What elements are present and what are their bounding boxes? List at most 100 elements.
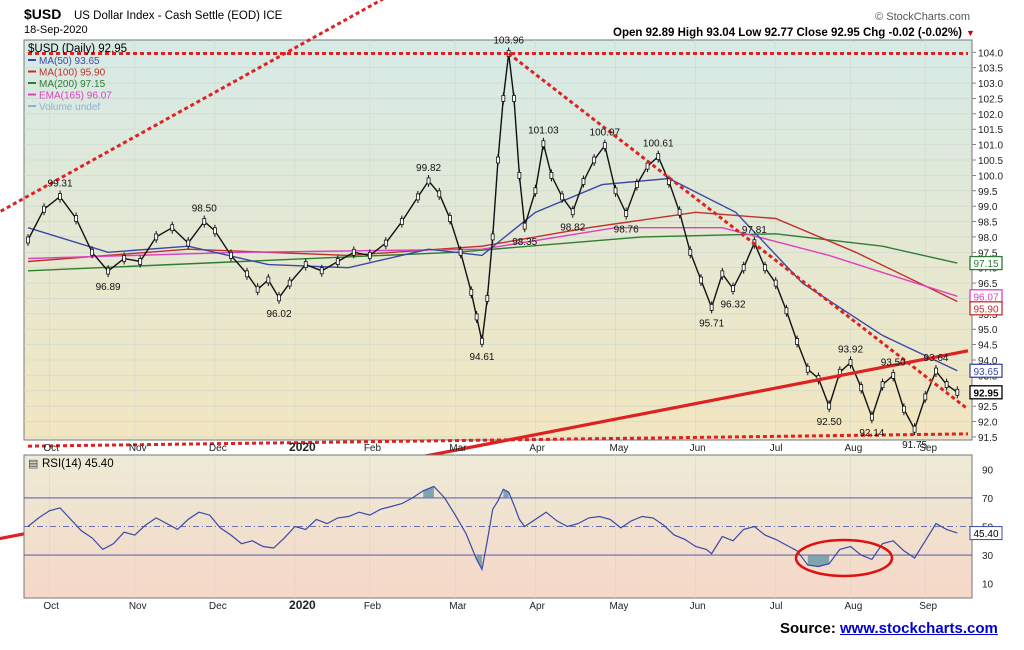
x-tick-label: Jun [690,443,706,454]
price-candle-body [923,393,928,401]
x-tick-label: Dec [209,601,227,612]
moving-averages [27,177,958,372]
price-label: 98.82 [560,223,585,234]
x-tick-label: Nov [129,601,147,612]
price-candle-body [709,303,714,311]
x-tick-label: May [610,601,629,612]
price-candle-body [437,190,442,198]
price-tick-label: 98.5 [978,218,998,229]
price-candle-body [426,177,431,185]
price-candle-body [795,338,799,345]
value-tag-text: 92.95 [973,388,998,399]
price-label: 98.35 [512,237,537,248]
legend-item-label: MA(100) 95.90 [39,68,106,79]
price-tick-label: 100.5 [978,156,1003,167]
price-tick-label: 103.0 [978,79,1003,90]
price-candle-body [955,388,960,396]
price-label: 94.61 [469,352,494,363]
price-candle-body [399,218,404,225]
price-candle-body [731,285,735,293]
value-tag-box [969,385,1003,400]
price-candle-body [138,258,143,265]
price-label: 99.31 [48,179,73,190]
price-candle-body [154,233,159,241]
price-candle-body [699,276,703,284]
rsi-panel [23,454,973,599]
price-candle-body [677,208,682,216]
x-tick-label: Oct [43,443,59,454]
value-tag-box [969,301,1003,316]
price-tick-label: 97.5 [978,248,998,259]
price-candle-body [720,270,725,278]
price-labels: 99.31 96.89 98.50 96.02 99.82 94.61 103.96 98.3… [48,36,949,452]
source-link[interactable]: www.stockcharts.com [840,620,998,637]
price-candle-body [541,140,546,148]
price-candle-body [773,279,778,287]
price-tick-label: 95.0 [978,325,998,336]
price-tick-label: 91.5 [978,433,998,444]
price-candle-body [351,248,356,256]
value-tag-text: 93.65 [973,367,998,378]
price-candle-body [469,288,474,296]
price-candle-body [934,367,938,375]
price-candle-body [592,156,597,164]
price-tick-label: 99.5 [978,187,998,198]
price-candle-body [202,218,207,225]
header-symbol: $USD [24,6,61,22]
price-candle-body [859,384,864,392]
header-date: 18-Sep-2020 [24,24,88,36]
price-tick-label: 98.0 [978,233,998,244]
price-candle-body [213,227,217,235]
price-label: 92.14 [859,428,884,439]
value-tag-box [969,363,1003,378]
x-tick-label: Sep [919,443,937,454]
rsi-icon: ▤ [28,458,38,470]
rsi-tick-label: 10 [982,580,994,591]
price-candle-body [912,425,917,433]
price-candle-body [266,276,271,284]
x-tick-label: May [610,443,629,454]
price-label: 100.61 [643,139,674,150]
price-panel [23,39,973,441]
rsi-x-axis: Oct Nov Dec 2020 Feb Mar Apr May Jun Jul Aug Sep [43,598,937,612]
price-candle-body [880,381,885,389]
price-candle-body [485,295,490,302]
price-candle-body [106,267,111,275]
price-tick-label: 96.5 [978,279,998,290]
rsi-overbought-fill [423,486,434,498]
value-tag-box [969,255,1003,271]
price-candle-body [656,153,661,161]
source-credit: Source: www.stockcharts.com [780,620,998,637]
price-candle-body [42,205,46,213]
x-tick-label: Dec [209,443,227,454]
price-tick-label: 92.0 [978,418,998,429]
price-candle-body [303,261,308,269]
legend-item-label: MA(50) 93.65 [39,56,100,67]
price-label: 95.71 [699,318,724,329]
price-label: 99.82 [416,163,441,174]
price-candle-body [944,381,949,389]
rsi-value-tag-box [969,526,1003,541]
price-candle-body [255,285,260,293]
header-description: US Dollar Index - Cash Settle (EOD) ICE [74,10,283,22]
price-candle-body [501,95,506,102]
price-label: 93.64 [923,353,948,364]
price-candle-body [448,215,452,222]
x-tick-label: Oct [43,601,59,612]
price-candle-body [581,178,586,185]
price-candle-body [517,171,522,179]
price-candle-body [741,264,746,272]
trendline-bottom-dotted-support [27,432,969,448]
price-label: 96.32 [720,300,745,311]
x-tick-label: Sep [919,601,937,612]
rsi-oversold-fill [807,555,830,567]
price-candle-body [287,279,292,287]
price-candle-body [277,294,281,302]
price-candle-body [229,251,233,259]
price-label: 96.02 [267,309,292,320]
price-tick-label: 94.0 [978,356,998,367]
price-candle-body [367,251,372,259]
rsi-tick-label: 30 [982,551,994,562]
price-label: 98.50 [192,204,217,215]
price-label: 103.96 [493,36,524,47]
